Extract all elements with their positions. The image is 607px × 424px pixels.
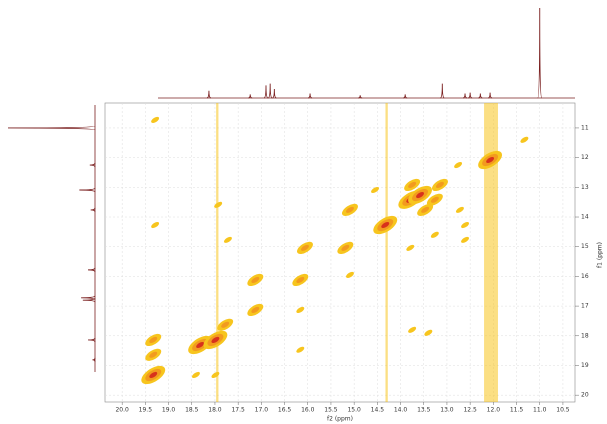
cross-peak	[151, 221, 160, 229]
cross-peak	[300, 244, 309, 251]
x-tick-label: 19.5	[139, 407, 153, 414]
ridge	[385, 103, 388, 402]
x-tick-label: 19.0	[162, 407, 176, 414]
x-tick-label: 13.0	[440, 407, 454, 414]
x-tick-label: 14.5	[371, 407, 385, 414]
cross-peak	[454, 162, 463, 169]
ridge	[484, 103, 498, 402]
trace-peak	[263, 85, 269, 99]
x-tick-label: 16.5	[278, 407, 292, 414]
x-tick-label: 12.0	[487, 407, 501, 414]
cross-peak	[486, 156, 495, 164]
cross-peak	[520, 136, 529, 143]
cross-peak	[251, 276, 260, 284]
cross-peak	[211, 336, 220, 343]
x-tick-label: 10.5	[556, 407, 570, 414]
cross-peak	[406, 244, 415, 251]
cross-peak	[214, 201, 223, 208]
cross-peak	[211, 371, 220, 379]
ridge	[216, 103, 219, 402]
x-tick-label: 16.0	[301, 407, 315, 414]
trace-peak	[206, 90, 212, 99]
cross-peak	[436, 181, 444, 188]
y-tick-label: 13	[581, 184, 589, 191]
cross-peak	[191, 371, 200, 379]
cross-peak	[430, 196, 439, 203]
trace-peak	[81, 295, 96, 300]
trace-peak	[358, 95, 363, 99]
trace-peak	[89, 162, 96, 168]
trace-peak	[272, 88, 277, 99]
x-tick-label: 12.5	[463, 407, 477, 414]
y-tick-label: 15	[581, 243, 589, 250]
x-tick-label: 18.5	[185, 407, 199, 414]
cross-peak	[408, 326, 417, 333]
trace-peak	[267, 83, 273, 99]
y-tick-label: 12	[581, 154, 589, 161]
cross-peak	[296, 346, 305, 353]
trace-peak	[88, 337, 96, 343]
trace-peak	[79, 187, 96, 193]
cross-peak	[421, 206, 430, 213]
cross-peak	[149, 371, 158, 379]
cross-peak	[296, 306, 305, 313]
x-tick-label: 15.5	[324, 407, 338, 414]
cross-peak	[341, 244, 350, 251]
y-axis-label: f1 (ppm)	[597, 242, 604, 268]
x-tick-label: 11.5	[510, 407, 524, 414]
trace-peak	[403, 94, 408, 99]
trace-peak	[82, 297, 96, 303]
y-tick-label: 20	[581, 392, 589, 399]
x-tick-label: 20.0	[115, 407, 129, 414]
cross-peak	[345, 206, 354, 213]
cross-peak	[461, 236, 470, 243]
x-tick-label: 17.5	[231, 407, 245, 414]
x-tick-label: 11.0	[533, 407, 547, 414]
trace-peak	[440, 83, 445, 99]
cross-peak	[381, 221, 390, 229]
cross-peak	[424, 329, 433, 336]
cross-peak	[461, 221, 470, 229]
trace-peak	[90, 207, 96, 212]
x-axis-label: f2 (ppm)	[327, 416, 353, 423]
trace-peak	[468, 92, 473, 99]
x-tick-label: 15.0	[347, 407, 361, 414]
x-tick-label: 17.0	[255, 407, 269, 414]
trace-peak	[248, 94, 253, 99]
cross-peak	[196, 341, 205, 349]
cross-peak	[455, 206, 464, 213]
x-tick-label: 13.5	[417, 407, 431, 414]
cross-peak	[151, 116, 160, 123]
cross-peak	[149, 351, 158, 358]
cross-peak	[345, 271, 354, 278]
x-tick-label: 14.0	[394, 407, 408, 414]
cross-peak	[223, 236, 232, 243]
trace-peak	[537, 7, 543, 99]
y-tick-label: 17	[581, 303, 589, 310]
cross-peak	[371, 186, 380, 194]
cross-peak	[430, 231, 439, 238]
y-tick-label: 14	[581, 214, 589, 221]
cross-peak	[221, 321, 230, 328]
y-tick-label: 11	[581, 124, 589, 131]
cross-peak	[416, 192, 425, 199]
trace-peak	[92, 357, 96, 362]
trace-peak	[308, 93, 313, 99]
cross-peak	[296, 276, 305, 284]
cross-peak	[251, 306, 260, 313]
cross-peak	[408, 181, 417, 188]
y-tick-label: 19	[581, 362, 589, 369]
trace-peak	[7, 125, 96, 131]
trace-peak	[462, 93, 468, 99]
trace-peak	[478, 93, 483, 99]
trace-peak	[88, 267, 96, 272]
y-tick-label: 18	[581, 332, 589, 339]
x-tick-label: 18.0	[208, 407, 222, 414]
y-tick-label: 16	[581, 273, 589, 280]
cross-peak	[149, 336, 158, 343]
trace-peak	[488, 92, 493, 99]
